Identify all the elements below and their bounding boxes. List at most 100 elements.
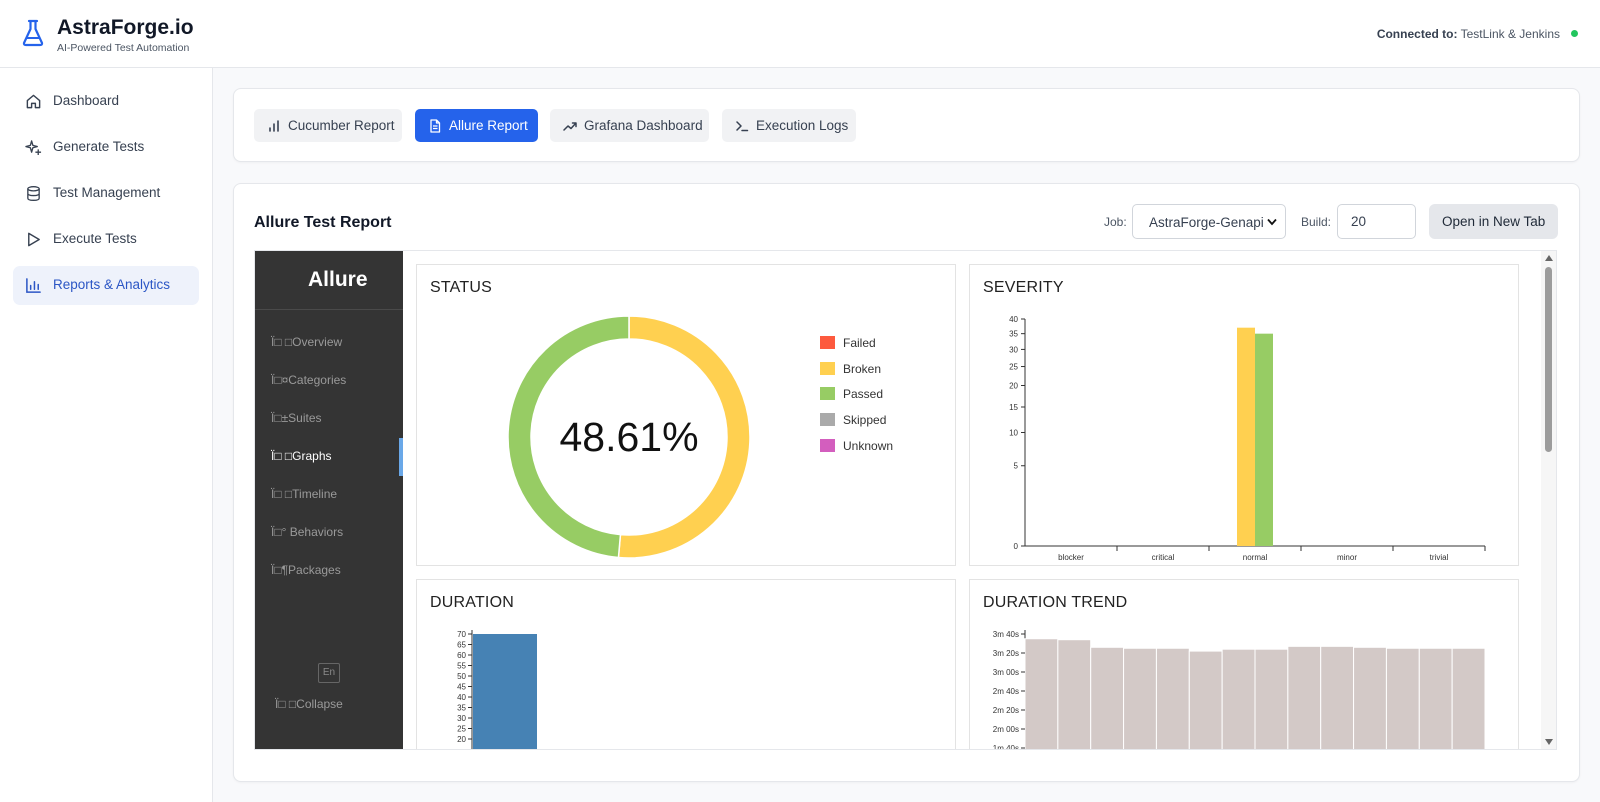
trend-segment[interactable] xyxy=(1123,647,1157,750)
tab-label: Execution Logs xyxy=(756,118,849,133)
scrollbar-thumb[interactable] xyxy=(1545,267,1552,452)
trend-segment[interactable] xyxy=(1254,648,1289,750)
connection-status: Connected to: TestLink & Jenkins xyxy=(1377,27,1560,41)
trend-segment[interactable] xyxy=(1155,647,1190,750)
allure-nav-overview[interactable]: Ï□ □Overview xyxy=(271,335,343,349)
allure-nav-behaviors[interactable]: Ï□° Behaviors xyxy=(271,525,344,539)
legend-swatch xyxy=(820,413,835,427)
y-tick-label: 5 xyxy=(1014,462,1019,471)
file-text-icon xyxy=(430,119,441,133)
sidebar-item-label: Dashboard xyxy=(53,93,120,108)
severity-widget: SEVERITY 0 5 10 15 20 25 30 35 40 blocker critical… xyxy=(969,264,1519,566)
tab-allure-report[interactable]: Allure Report xyxy=(415,109,538,142)
widget-title: SEVERITY xyxy=(983,279,1064,296)
sidebar-item-label: Reports & Analytics xyxy=(53,277,171,292)
sidebar-item-generate-tests[interactable]: Generate Tests xyxy=(13,128,199,167)
legend-label: Broken xyxy=(843,361,882,376)
y-tick-label: 20 xyxy=(457,735,466,744)
tab-label: Cucumber Report xyxy=(288,118,395,133)
allure-nav-packages[interactable]: Ï□¶Packages xyxy=(271,563,341,577)
job-select-value: AstraForge-Genapi xyxy=(1149,215,1264,230)
sidebar-item-label: Test Management xyxy=(53,185,161,200)
play-icon xyxy=(28,232,40,247)
sidebar-item-execute-tests[interactable]: Execute Tests xyxy=(13,220,199,259)
allure-nav-timeline[interactable]: Ï□ □Timeline xyxy=(271,487,338,501)
duration-trend-widget: DURATION TREND 1m 40s 2m 00s 2m 20s 2m 40s 3… xyxy=(969,579,1519,750)
trend-segment[interactable] xyxy=(1451,647,1486,750)
collapse-toggle[interactable]: Ï□ □Collapse xyxy=(275,697,343,711)
database-icon xyxy=(27,186,40,201)
frame-scrollbar[interactable] xyxy=(1541,251,1556,749)
legend-label: Unknown xyxy=(843,438,894,453)
connection-label: Connected to: xyxy=(1376,27,1458,41)
allure-nav-categories[interactable]: Ï□¤Categories xyxy=(271,373,347,387)
trend-segment[interactable] xyxy=(1057,639,1092,750)
sidebar-item-test-management[interactable]: Test Management xyxy=(13,174,199,213)
legend-swatch xyxy=(820,361,835,375)
x-tick-label: minor xyxy=(1337,553,1357,562)
sidebar-item-dashboard[interactable]: Dashboard xyxy=(13,82,199,121)
allure-nav-suites[interactable]: Ï□±Suites xyxy=(271,411,322,425)
scroll-up-icon[interactable] xyxy=(1544,254,1554,262)
build-label: Build: xyxy=(1301,215,1332,229)
trend-segment[interactable] xyxy=(1385,647,1420,750)
app-header: AstraForge.io AI-Powered Test Automation… xyxy=(0,0,1600,68)
build-input[interactable]: 20 xyxy=(1337,204,1416,239)
job-select[interactable]: AstraForge-Genapi xyxy=(1132,204,1286,239)
sidebar-item-label: Execute Tests xyxy=(53,231,137,246)
tab-execution-logs[interactable]: Execution Logs xyxy=(722,109,856,142)
chevron-down-icon xyxy=(1267,218,1277,226)
scroll-down-icon[interactable] xyxy=(1544,738,1554,746)
y-tick-label: 3m 40s xyxy=(993,630,1019,639)
trend-segment[interactable] xyxy=(1287,645,1322,750)
duration-trend-chart: 1m 40s 2m 00s 2m 20s 2m 40s 3m 00s 3m 20s 3m 4… xyxy=(993,630,1486,750)
language-switch[interactable]: En xyxy=(318,663,340,683)
y-tick-label: 40 xyxy=(457,693,466,702)
home-icon xyxy=(26,94,41,109)
sidebar-item-reports-analytics[interactable]: Reports & Analytics xyxy=(13,266,199,305)
sparkles-icon xyxy=(25,140,42,156)
status-percentage: 48.61% xyxy=(559,414,698,460)
report-title: Allure Test Report xyxy=(254,214,392,231)
trend-segment[interactable] xyxy=(1188,650,1223,750)
severity-bar-passed[interactable] xyxy=(1255,333,1273,546)
y-tick-label: 2m 20s xyxy=(993,706,1019,715)
flask-icon xyxy=(22,19,44,47)
widget-title: DURATION TREND xyxy=(983,594,1128,611)
trend-segment[interactable] xyxy=(1024,638,1059,750)
widget-title: STATUS xyxy=(430,279,492,296)
tab-grafana-dashboard[interactable]: Grafana Dashboard xyxy=(550,109,709,142)
trend-segment[interactable] xyxy=(1090,646,1125,750)
y-tick-label: 70 xyxy=(457,630,466,639)
donut-slice-passed[interactable] xyxy=(507,315,630,559)
y-tick-label: 35 xyxy=(457,704,466,713)
y-tick-label: 25 xyxy=(1009,363,1018,372)
allure-divider xyxy=(255,309,403,310)
y-tick-label: 30 xyxy=(1009,345,1018,354)
legend-label: Skipped xyxy=(843,413,887,428)
active-nav-indicator xyxy=(399,438,403,476)
y-tick-label: 0 xyxy=(1014,542,1019,551)
brand-tagline: AI-Powered Test Automation xyxy=(57,42,190,54)
duration-bar[interactable] xyxy=(473,634,537,750)
y-tick-label: 65 xyxy=(457,641,466,650)
y-tick-label: 10 xyxy=(1009,429,1018,438)
y-tick-label: 30 xyxy=(457,714,466,723)
y-tick-label: 55 xyxy=(457,662,466,671)
allure-nav-graphs[interactable]: Ï□ □Graphs xyxy=(271,449,332,463)
tab-label: Grafana Dashboard xyxy=(584,118,703,133)
trend-segment[interactable] xyxy=(1320,645,1355,750)
y-tick-label: 25 xyxy=(457,725,466,734)
connection-value: TestLink & Jenkins xyxy=(1460,27,1560,41)
tab-cucumber-report[interactable]: Cucumber Report xyxy=(254,109,402,142)
sidebar-item-label: Generate Tests xyxy=(53,139,145,154)
trend-segment[interactable] xyxy=(1353,646,1387,750)
y-tick-label: 15 xyxy=(1009,403,1018,412)
severity-bar-broken[interactable] xyxy=(1237,327,1255,546)
legend-swatch xyxy=(820,387,835,401)
trend-segment[interactable] xyxy=(1418,647,1453,750)
trending-up-icon xyxy=(563,122,577,131)
trend-segment[interactable] xyxy=(1221,648,1256,750)
job-label: Job: xyxy=(1104,215,1127,229)
open-in-new-tab-button[interactable]: Open in New Tab xyxy=(1429,204,1558,239)
